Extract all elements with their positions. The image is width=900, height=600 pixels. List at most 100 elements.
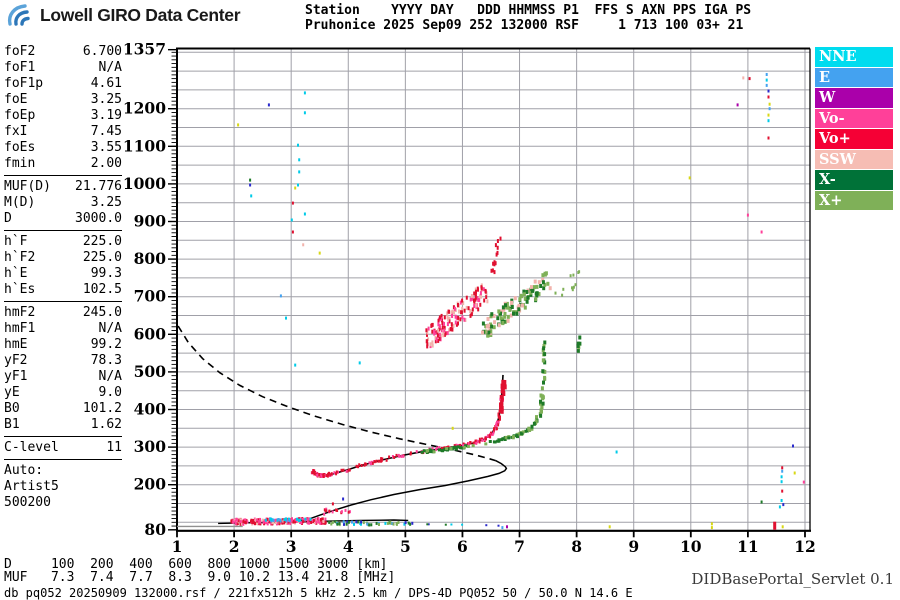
param-label: hmF1 [4, 321, 36, 336]
param-value: 245.0 [82, 305, 122, 320]
es-upper-specks [323, 507, 351, 516]
param-value: 1.62 [90, 417, 122, 432]
second-hop-o [425, 283, 489, 349]
param-label: MUF(D) [4, 179, 51, 194]
param-value: 11 [106, 440, 122, 455]
status-line: db pq052 20250909 132000.rsf / 221fx512h… [4, 586, 633, 600]
param-label: foE [4, 92, 28, 107]
svg-text:1000: 1000 [123, 174, 166, 193]
param-label: C-level [4, 440, 59, 455]
transmission-curve [177, 325, 496, 462]
svg-text:80: 80 [144, 520, 166, 539]
param-row: hmF2 245.0 [4, 305, 122, 321]
svg-text:200: 200 [134, 475, 167, 494]
svg-text:1100: 1100 [123, 136, 166, 155]
parameter-panel: foF2 6.700 foF1 N/A foF1p 4.61 foE 3.25 foEp 3.19… [4, 44, 122, 511]
panel-divider [4, 433, 122, 440]
param-row: fxI 7.45 [4, 124, 122, 140]
legend-item-e: E [815, 67, 893, 87]
second-hop-o-top [490, 236, 502, 275]
servlet-version-label: DIDBasePortal_Servlet 0.1 [691, 570, 894, 588]
panel-divider [4, 456, 122, 463]
param-label: B0 [4, 401, 20, 416]
app-title: Lowell GIRO Data Center [40, 4, 241, 25]
param-label: 500200 [4, 495, 51, 510]
param-value: 225.0 [82, 250, 122, 265]
legend-item-nne: NNE [815, 47, 893, 67]
param-label: yF1 [4, 369, 28, 384]
param-value: 3.19 [90, 108, 122, 123]
giro-logo-icon [7, 4, 30, 26]
param-value: 9.0 [98, 385, 122, 400]
o-trace-fit [313, 374, 504, 477]
param-row: M(D) 3.25 [4, 195, 122, 211]
svg-text:500: 500 [134, 362, 167, 381]
plot-grid [177, 48, 810, 531]
param-label: foEp [4, 108, 36, 123]
param-value: 225.0 [82, 234, 122, 249]
svg-text:700: 700 [134, 287, 167, 306]
legend-item-x: X- [815, 170, 893, 190]
param-value: 4.61 [90, 76, 122, 91]
param-value: 102.5 [82, 282, 122, 297]
svg-text:11: 11 [737, 537, 759, 556]
es-tail-sparse [426, 523, 500, 527]
param-row: h`E 99.3 [4, 266, 122, 282]
param-row: Auto: [4, 463, 122, 479]
param-value: 3000.0 [75, 211, 122, 226]
param-value: 6.700 [82, 44, 122, 59]
giro-logo: Lowell GIRO Data Center [6, 3, 241, 27]
legend-item-ssw: SSW [815, 149, 893, 169]
param-label: B1 [4, 417, 20, 432]
param-value: 99.2 [90, 337, 122, 352]
svg-text:2: 2 [229, 537, 240, 556]
param-value: N/A [98, 321, 122, 336]
param-row: hmE 99.2 [4, 337, 122, 353]
param-label: foF1p [4, 76, 44, 91]
param-row: C-level 11 [4, 440, 122, 456]
param-row: h`F 225.0 [4, 234, 122, 250]
param-row: MUF(D) 21.776 [4, 179, 122, 195]
param-value: 101.2 [82, 401, 122, 416]
distance-muf-rows: D 100 200 400 600 800 1000 1500 3000 [km… [4, 557, 396, 586]
svg-text:6: 6 [457, 537, 468, 556]
panel-divider [4, 172, 122, 179]
o-trace-echoes [310, 382, 505, 478]
param-label: foF1 [4, 60, 36, 75]
svg-text:800: 800 [134, 249, 167, 268]
param-row: B0 101.2 [4, 401, 122, 417]
param-label: foEs [4, 140, 36, 155]
legend-item-vo: Vo+ [815, 129, 893, 149]
param-label: Artist5 [4, 479, 59, 494]
svg-text:7: 7 [514, 537, 525, 556]
svg-text:600: 600 [134, 324, 167, 343]
echo-legend: NNE E W Vo- Vo+ SSW X- X+ [815, 47, 893, 211]
o-asymptote-echoes [499, 379, 507, 414]
param-value: 3.25 [90, 195, 122, 210]
x-asymptote-echoes [526, 340, 547, 433]
param-label: h`F [4, 234, 28, 249]
param-row: B1 1.62 [4, 417, 122, 433]
green-column-8mhz [576, 335, 582, 353]
param-row: yE 9.0 [4, 385, 122, 401]
legend-item-x: X+ [815, 190, 893, 210]
param-label: h`F2 [4, 250, 36, 265]
svg-text:8: 8 [571, 537, 582, 556]
param-label: yF2 [4, 353, 28, 368]
station-header: Station YYYY DAY DDD HHMMSS P1 FFS S AXN… [305, 3, 751, 33]
param-label: D [4, 211, 12, 226]
param-label: M(D) [4, 195, 36, 210]
param-row: foF2 6.700 [4, 44, 122, 60]
param-label: fmin [4, 156, 36, 171]
svg-text:12: 12 [794, 537, 816, 556]
param-row: foF1 N/A [4, 60, 122, 76]
param-row: 500200 [4, 495, 122, 511]
param-value: 3.55 [90, 140, 122, 155]
station-header-line2: Pruhonice 2025 Sep09 252 132000 RSF 1 71… [305, 17, 744, 33]
param-row: foEs 3.55 [4, 140, 122, 156]
second-hop-x-right [554, 270, 581, 297]
param-row: Artist5 [4, 479, 122, 495]
param-value: 78.3 [90, 353, 122, 368]
param-row: h`Es 102.5 [4, 282, 122, 298]
